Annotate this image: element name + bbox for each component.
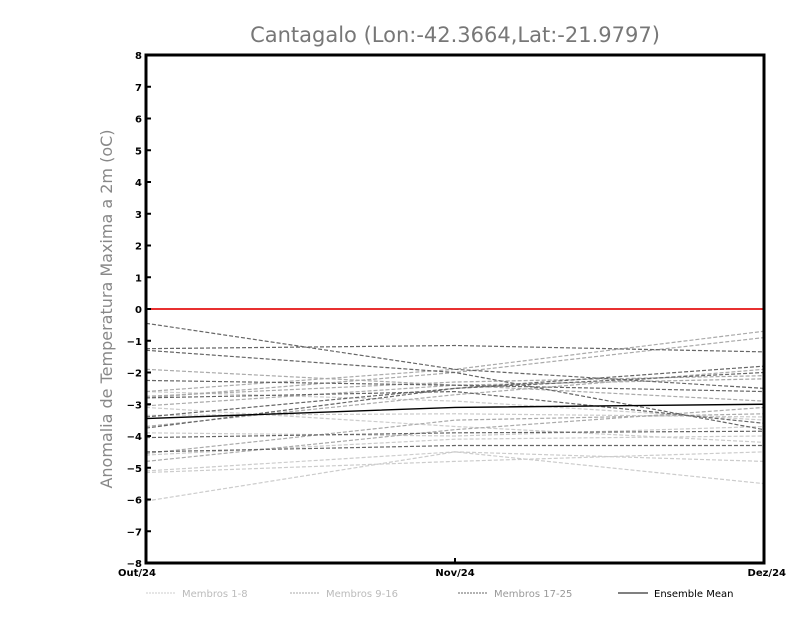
y-axis-label: Anomalia de Temperatura Maxima a 2m (oC) [97, 129, 116, 488]
legend-label: Ensemble Mean [654, 589, 733, 600]
y-tick-label: 6 [135, 115, 142, 126]
member-line [145, 451, 765, 485]
member-line [145, 444, 764, 453]
y-tick-label: 1 [135, 273, 142, 284]
y-tick-label: 2 [135, 242, 142, 253]
x-axis-ticks: Out/24 Nov/24 Dez/24 [118, 558, 786, 579]
y-tick-label: 4 [135, 178, 142, 189]
y-tick-label: −3 [127, 400, 142, 411]
ensemble-mean-line [145, 403, 765, 420]
member-line [145, 344, 765, 353]
member-line [145, 390, 765, 421]
member-line [145, 365, 765, 418]
y-tick-label: 5 [135, 146, 142, 157]
legend-label: Membros 9-16 [326, 589, 398, 600]
y-tick-label: −2 [127, 369, 142, 380]
legend-label: Membros 17-25 [494, 589, 572, 600]
member-line [145, 371, 765, 429]
member-line [145, 322, 765, 389]
member-line [145, 406, 765, 462]
y-tick-label: −5 [127, 464, 142, 475]
y-tick-label: −1 [127, 337, 142, 348]
member-line [145, 413, 765, 455]
member-line [145, 451, 765, 474]
member-line [145, 390, 765, 424]
member-line [145, 451, 765, 502]
member-line [145, 375, 765, 397]
y-tick-label: −8 [127, 559, 142, 570]
x-tick-label: Nov/24 [435, 568, 474, 579]
y-tick-label: −6 [127, 496, 142, 507]
y-tick-label: 8 [135, 51, 142, 62]
x-tick-label: Out/24 [118, 568, 156, 579]
legend-label: Membros 1-8 [182, 589, 248, 600]
member-line [145, 425, 765, 437]
legend: Membros 1-8 Membros 9-16 Membros 17-25 Ense… [146, 589, 733, 600]
member-line [145, 349, 765, 431]
plot-lines [145, 322, 765, 502]
y-tick-label: 3 [135, 210, 142, 221]
x-tick-label: Dez/24 [748, 568, 787, 579]
y-axis-ticks: −8 −7 −6 −5 −4 −3 −2 −1 0 1 2 3 4 5 6 7 8 [127, 51, 151, 570]
y-tick-label: 7 [135, 83, 142, 94]
member-line [145, 336, 765, 399]
chart-title: Cantagalo (Lon:-42.3664,Lat:-21.9797) [250, 23, 660, 47]
member-line [145, 406, 765, 443]
y-tick-label: −4 [127, 432, 142, 443]
y-tick-label: −7 [127, 527, 142, 538]
member-line [145, 430, 765, 439]
y-tick-label: 0 [135, 305, 142, 316]
member-line [145, 379, 765, 393]
